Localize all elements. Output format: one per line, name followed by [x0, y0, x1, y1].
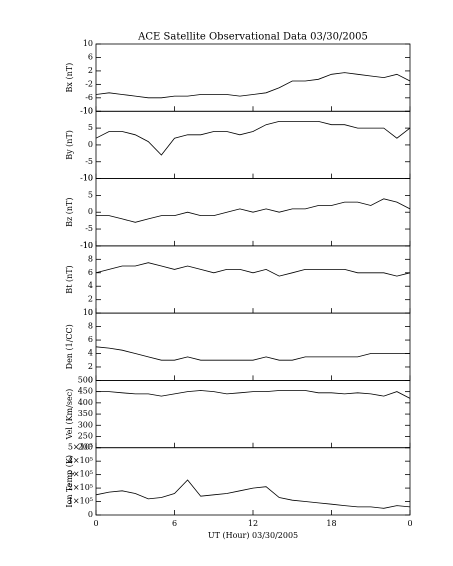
y-tick-label: 0	[88, 510, 93, 519]
y-tick-label: -5	[85, 157, 93, 166]
y-axis-title: Vel (Km/sec)	[65, 389, 74, 441]
y-tick-label: 3×10⁵	[68, 470, 93, 479]
y-tick-label: 8	[88, 322, 93, 331]
y-axis-title: By (nT)	[65, 130, 74, 160]
y-tick-label: 500	[78, 375, 93, 384]
y-tick-label: 4	[88, 281, 93, 290]
y-tick-label: 6	[88, 335, 93, 344]
panel-frame	[95, 43, 411, 112]
y-tick-label: 4×10⁵	[68, 456, 93, 465]
y-tick-label: 10	[83, 241, 93, 250]
data-line	[95, 346, 410, 361]
y-tick-label: 10	[83, 39, 93, 48]
y-tick-label: 5×10⁵	[68, 443, 93, 452]
data-line	[95, 72, 411, 99]
y-axis-title: Den (1/CC)	[65, 324, 74, 369]
y-tick-label: 1×10⁵	[68, 497, 93, 506]
x-tick-label: 18	[326, 519, 336, 528]
y-tick-label: 0	[88, 140, 93, 149]
y-tick-label: 0	[88, 308, 93, 317]
y-tick-label: 6	[88, 268, 93, 277]
y-tick-label: -10	[80, 241, 93, 250]
y-tick-label: -10	[80, 106, 93, 115]
chart-title: ACE Satellite Observational Data 03/30/2…	[137, 32, 368, 43]
data-line	[96, 390, 411, 399]
x-tick-label: 0	[93, 519, 98, 528]
y-tick-label: 450	[78, 387, 93, 396]
y-axis-title: Bt (nT)	[65, 265, 74, 293]
y-axis-title: Ion Temp (K)	[65, 455, 74, 508]
y-tick-label: 4	[88, 349, 93, 358]
y-tick-label: 8	[88, 254, 93, 263]
panel-frame	[95, 245, 411, 314]
panel-frame	[95, 447, 411, 516]
data-line	[96, 198, 411, 223]
y-tick-label: 10	[83, 174, 93, 183]
y-tick-label: -10	[80, 174, 93, 183]
y-tick-label: 2	[88, 362, 93, 371]
y-tick-label: 10	[83, 308, 93, 317]
y-tick-label: -2	[85, 79, 93, 88]
x-tick-label: 12	[248, 519, 258, 528]
y-tick-label: -6	[85, 93, 93, 102]
data-line	[95, 479, 411, 509]
y-tick-label: 10	[83, 106, 93, 115]
y-tick-label: 0	[88, 207, 93, 216]
panel-frame	[95, 380, 411, 449]
y-tick-label: -5	[85, 224, 93, 233]
x-axis-title: UT (Hour) 03/30/2005	[208, 531, 298, 540]
y-tick-label: 350	[78, 409, 93, 418]
y-tick-label: 2	[88, 295, 93, 304]
y-tick-label: 0	[88, 375, 93, 384]
data-line	[95, 121, 411, 156]
y-tick-label: 200	[78, 443, 93, 452]
y-tick-label: 6	[88, 52, 93, 61]
x-tick-label: 0	[407, 519, 412, 528]
y-axis-title: Bx (nT)	[65, 63, 74, 93]
y-tick-label: 5	[88, 123, 93, 132]
panel-frame	[95, 110, 411, 179]
panel-frame	[95, 312, 411, 381]
data-line	[95, 262, 411, 277]
y-tick-label: 300	[78, 420, 93, 429]
y-axis-title: Bz (nT)	[65, 198, 74, 227]
x-tick-label: 6	[172, 519, 177, 528]
y-tick-label: 250	[78, 432, 93, 441]
y-tick-label: 2×10⁵	[68, 483, 93, 492]
y-tick-label: 5	[88, 190, 93, 199]
y-tick-label: 400	[78, 398, 93, 407]
y-tick-label: 2	[88, 66, 93, 75]
